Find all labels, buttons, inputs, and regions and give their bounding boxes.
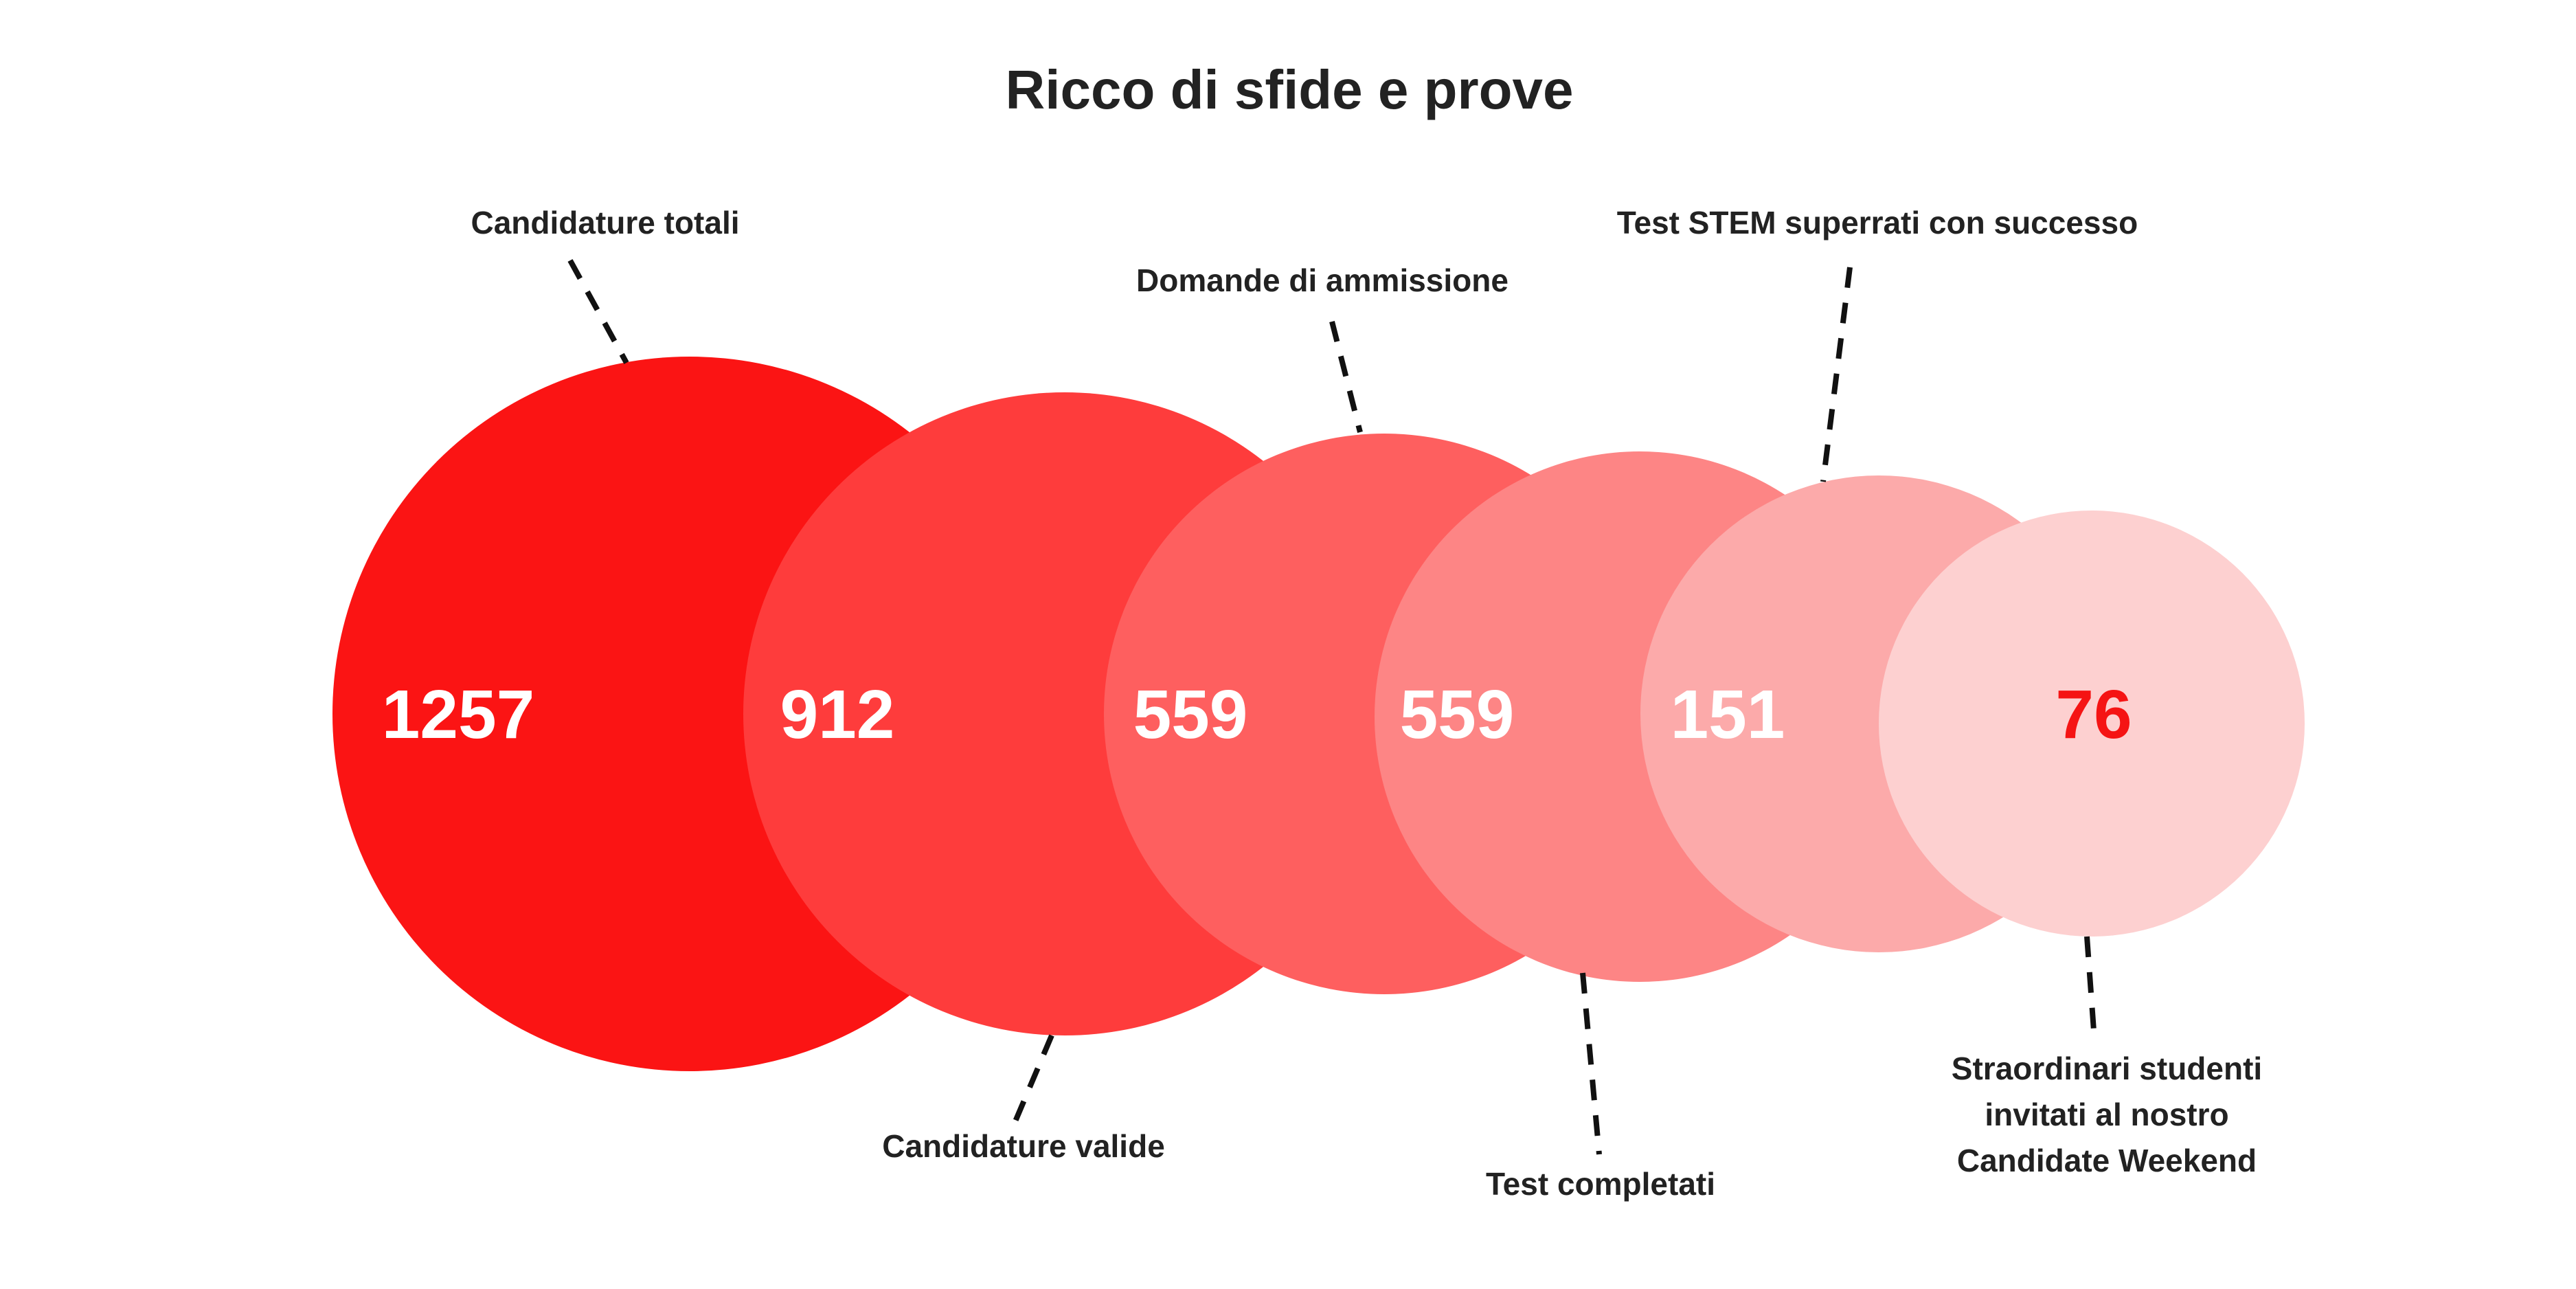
- chart-title: Ricco di sfide e prove: [1006, 59, 1574, 120]
- category-label-straordinari-line2: invitati al nostro: [1985, 1097, 2228, 1132]
- value-label-6: 76: [2055, 676, 2132, 753]
- category-label-candidature-valide: Candidature valide: [882, 1128, 1165, 1164]
- category-label-candidature-totali: Candidature totali: [471, 205, 739, 240]
- leader-line-4: [1580, 972, 1602, 1155]
- value-label-4: 559: [1400, 676, 1515, 753]
- category-label-domande-di-ammissione: Domande di ammissione: [1136, 262, 1509, 298]
- leader-line-5: [1820, 267, 1853, 482]
- value-label-1: 1257: [382, 676, 534, 753]
- category-label-test-completati: Test completati: [1486, 1166, 1715, 1202]
- category-label-test-stem: Test STEM superrati con successo: [1617, 205, 2138, 240]
- leader-line-3: [1329, 321, 1363, 433]
- value-label-2: 912: [780, 676, 895, 753]
- leader-line-1: [567, 259, 629, 364]
- leader-line-6: [2084, 936, 2097, 1031]
- value-label-3: 559: [1133, 676, 1248, 753]
- category-label-candidate-weekend: Candidate Weekend: [1957, 1143, 2257, 1178]
- value-label-5: 151: [1671, 676, 1785, 753]
- bubble-6: [1879, 511, 2305, 937]
- leader-line-2: [1013, 1034, 1054, 1123]
- category-label-straordinari-line1: Straordinari studenti: [1952, 1051, 2262, 1086]
